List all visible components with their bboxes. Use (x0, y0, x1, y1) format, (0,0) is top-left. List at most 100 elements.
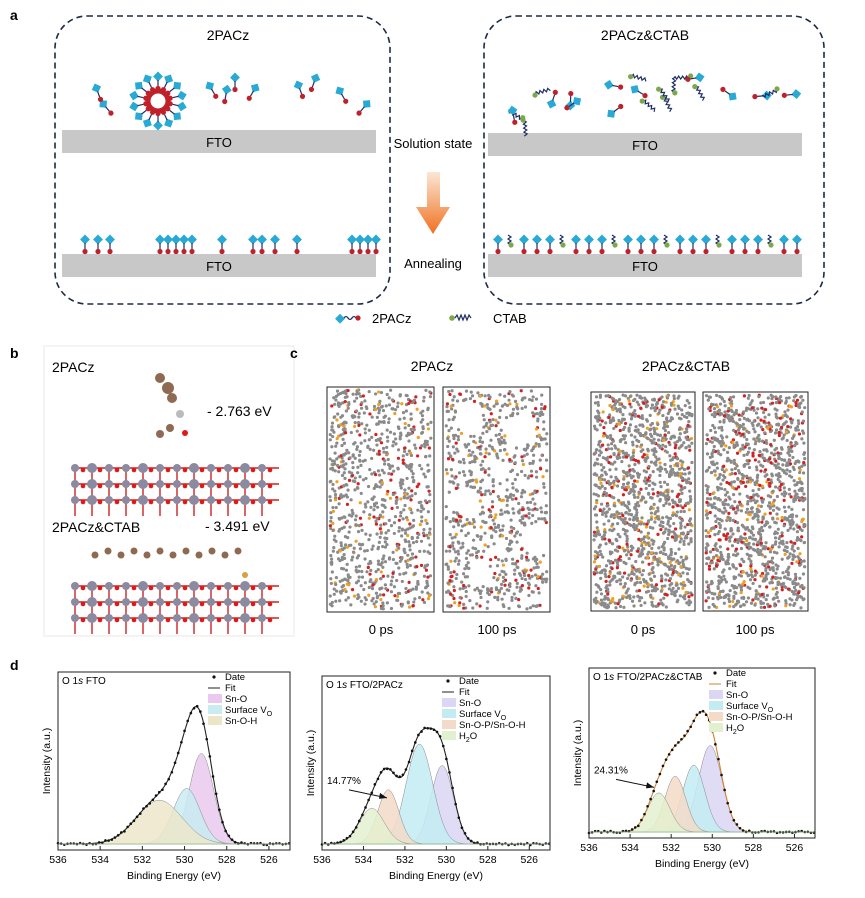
pacz-molecule-icon (142, 109, 156, 128)
fto-bar-right-top (488, 133, 802, 156)
box-2pacz (54, 15, 391, 305)
percentage-annotation: 24.31% (594, 765, 628, 776)
pacz-molecule-icon (248, 234, 258, 255)
data-point (633, 826, 637, 829)
data-point (741, 829, 745, 832)
data-point (342, 839, 346, 842)
x-tick-label: 530 (176, 854, 194, 866)
pacz-molecule-icon (335, 86, 349, 104)
data-point (413, 741, 417, 744)
pacz-molecule-icon (720, 86, 737, 101)
legend-entry: Date (225, 672, 245, 683)
data-point (646, 805, 649, 808)
data-point (460, 826, 464, 830)
c-time-2: 100 ps (477, 622, 517, 637)
pacz-molecule-icon (532, 234, 542, 255)
x-tick-label: 526 (786, 842, 804, 854)
c-left-title: 2PACz (411, 358, 454, 374)
data-point (379, 770, 383, 774)
y-axis-label: Intensity (a.u.) (41, 728, 53, 795)
pacz-molecule-icon (630, 85, 648, 99)
legend-entry: Sn-O (726, 690, 748, 701)
data-point (113, 836, 117, 839)
pacz-molecule-icon (363, 234, 373, 255)
data-point (129, 822, 133, 826)
pacz-molecule-icon (607, 103, 624, 118)
legend-entry: H2O (459, 731, 477, 744)
pacz-molecule-icon (134, 81, 151, 96)
micelle-icon (145, 88, 171, 114)
x-tick-label: 534 (621, 842, 639, 854)
ctab-molecule-icon (670, 76, 678, 96)
pacz-molecule-icon (105, 234, 115, 255)
pacz-molecule-icon (246, 83, 260, 101)
fto-bar-right-bottom (488, 254, 802, 277)
data-point (354, 826, 358, 829)
data-point (441, 744, 445, 748)
pacz-molecule-icon (292, 234, 302, 255)
data-point (729, 810, 733, 814)
pacz-molecule-icon (129, 90, 149, 101)
fto-label-1: FTO (206, 135, 232, 150)
legend-entry: Fit (459, 687, 470, 698)
pacz-molecule-icon (649, 234, 659, 255)
ctab-molecule-icon (692, 84, 706, 101)
data-point (138, 812, 142, 815)
data-point (624, 829, 628, 833)
data-point (180, 740, 183, 744)
plot-frame (588, 667, 816, 839)
data-point (333, 842, 336, 845)
pacz-molecule-icon (257, 234, 267, 255)
fto-label-3: FTO (632, 138, 658, 153)
ctab-molecule-icon (662, 234, 670, 248)
panel-letter-b: b (10, 345, 19, 361)
data-point (683, 734, 686, 737)
data-point (116, 834, 120, 837)
data-point (268, 842, 272, 845)
data-point (202, 722, 205, 726)
fto-bar-left-bottom (62, 254, 376, 277)
data-point (738, 826, 742, 830)
data-point (227, 834, 231, 838)
pacz-molecule-icon (603, 79, 624, 90)
data-point (385, 767, 389, 771)
a-right-title: 2PACz&CTAB (601, 27, 689, 43)
data-point (339, 840, 342, 844)
legend-entry: Surface VO (726, 701, 774, 714)
ctab-molecule-icon (558, 234, 566, 248)
pacz-molecule-icon (91, 83, 104, 103)
data-point (698, 711, 702, 714)
legend-2pacz-icon (335, 313, 361, 324)
ctab-molecule-icon (610, 234, 618, 248)
pacz-molecule-icon (167, 90, 187, 101)
data-point (401, 773, 405, 777)
data-point (664, 758, 668, 761)
data-point (457, 816, 461, 819)
data-point (732, 818, 736, 822)
data-point (466, 837, 470, 840)
data-point (151, 798, 155, 802)
pacz-molecule-icon (347, 234, 357, 255)
pacz-molecule-icon (293, 80, 306, 100)
panel-b-frame (43, 345, 295, 637)
data-point (389, 768, 392, 771)
data-point (451, 786, 454, 790)
legend-entry: Sn-O (225, 694, 247, 705)
data-point (423, 726, 426, 730)
pacz-molecule-icon (308, 73, 321, 93)
y-axis-label: Intensity (a.u.) (305, 730, 317, 797)
x-tick-label: 532 (134, 854, 152, 866)
c-right-title: 2PACz&CTAB (642, 358, 730, 374)
data-point (110, 838, 114, 841)
ctab-molecule-icon (674, 73, 694, 81)
pacz-molecule-icon (355, 234, 365, 255)
data-point (142, 807, 145, 810)
data-point (205, 737, 208, 741)
b-top-energy: - 2.763 eV (207, 403, 272, 419)
pacz-molecule-icon (564, 97, 582, 111)
pacz-molecule-icon (546, 89, 558, 109)
solution-state-label: Solution state (394, 136, 473, 151)
pacz-molecule-icon (129, 101, 149, 112)
data-point (221, 820, 224, 824)
data-point (661, 764, 665, 768)
